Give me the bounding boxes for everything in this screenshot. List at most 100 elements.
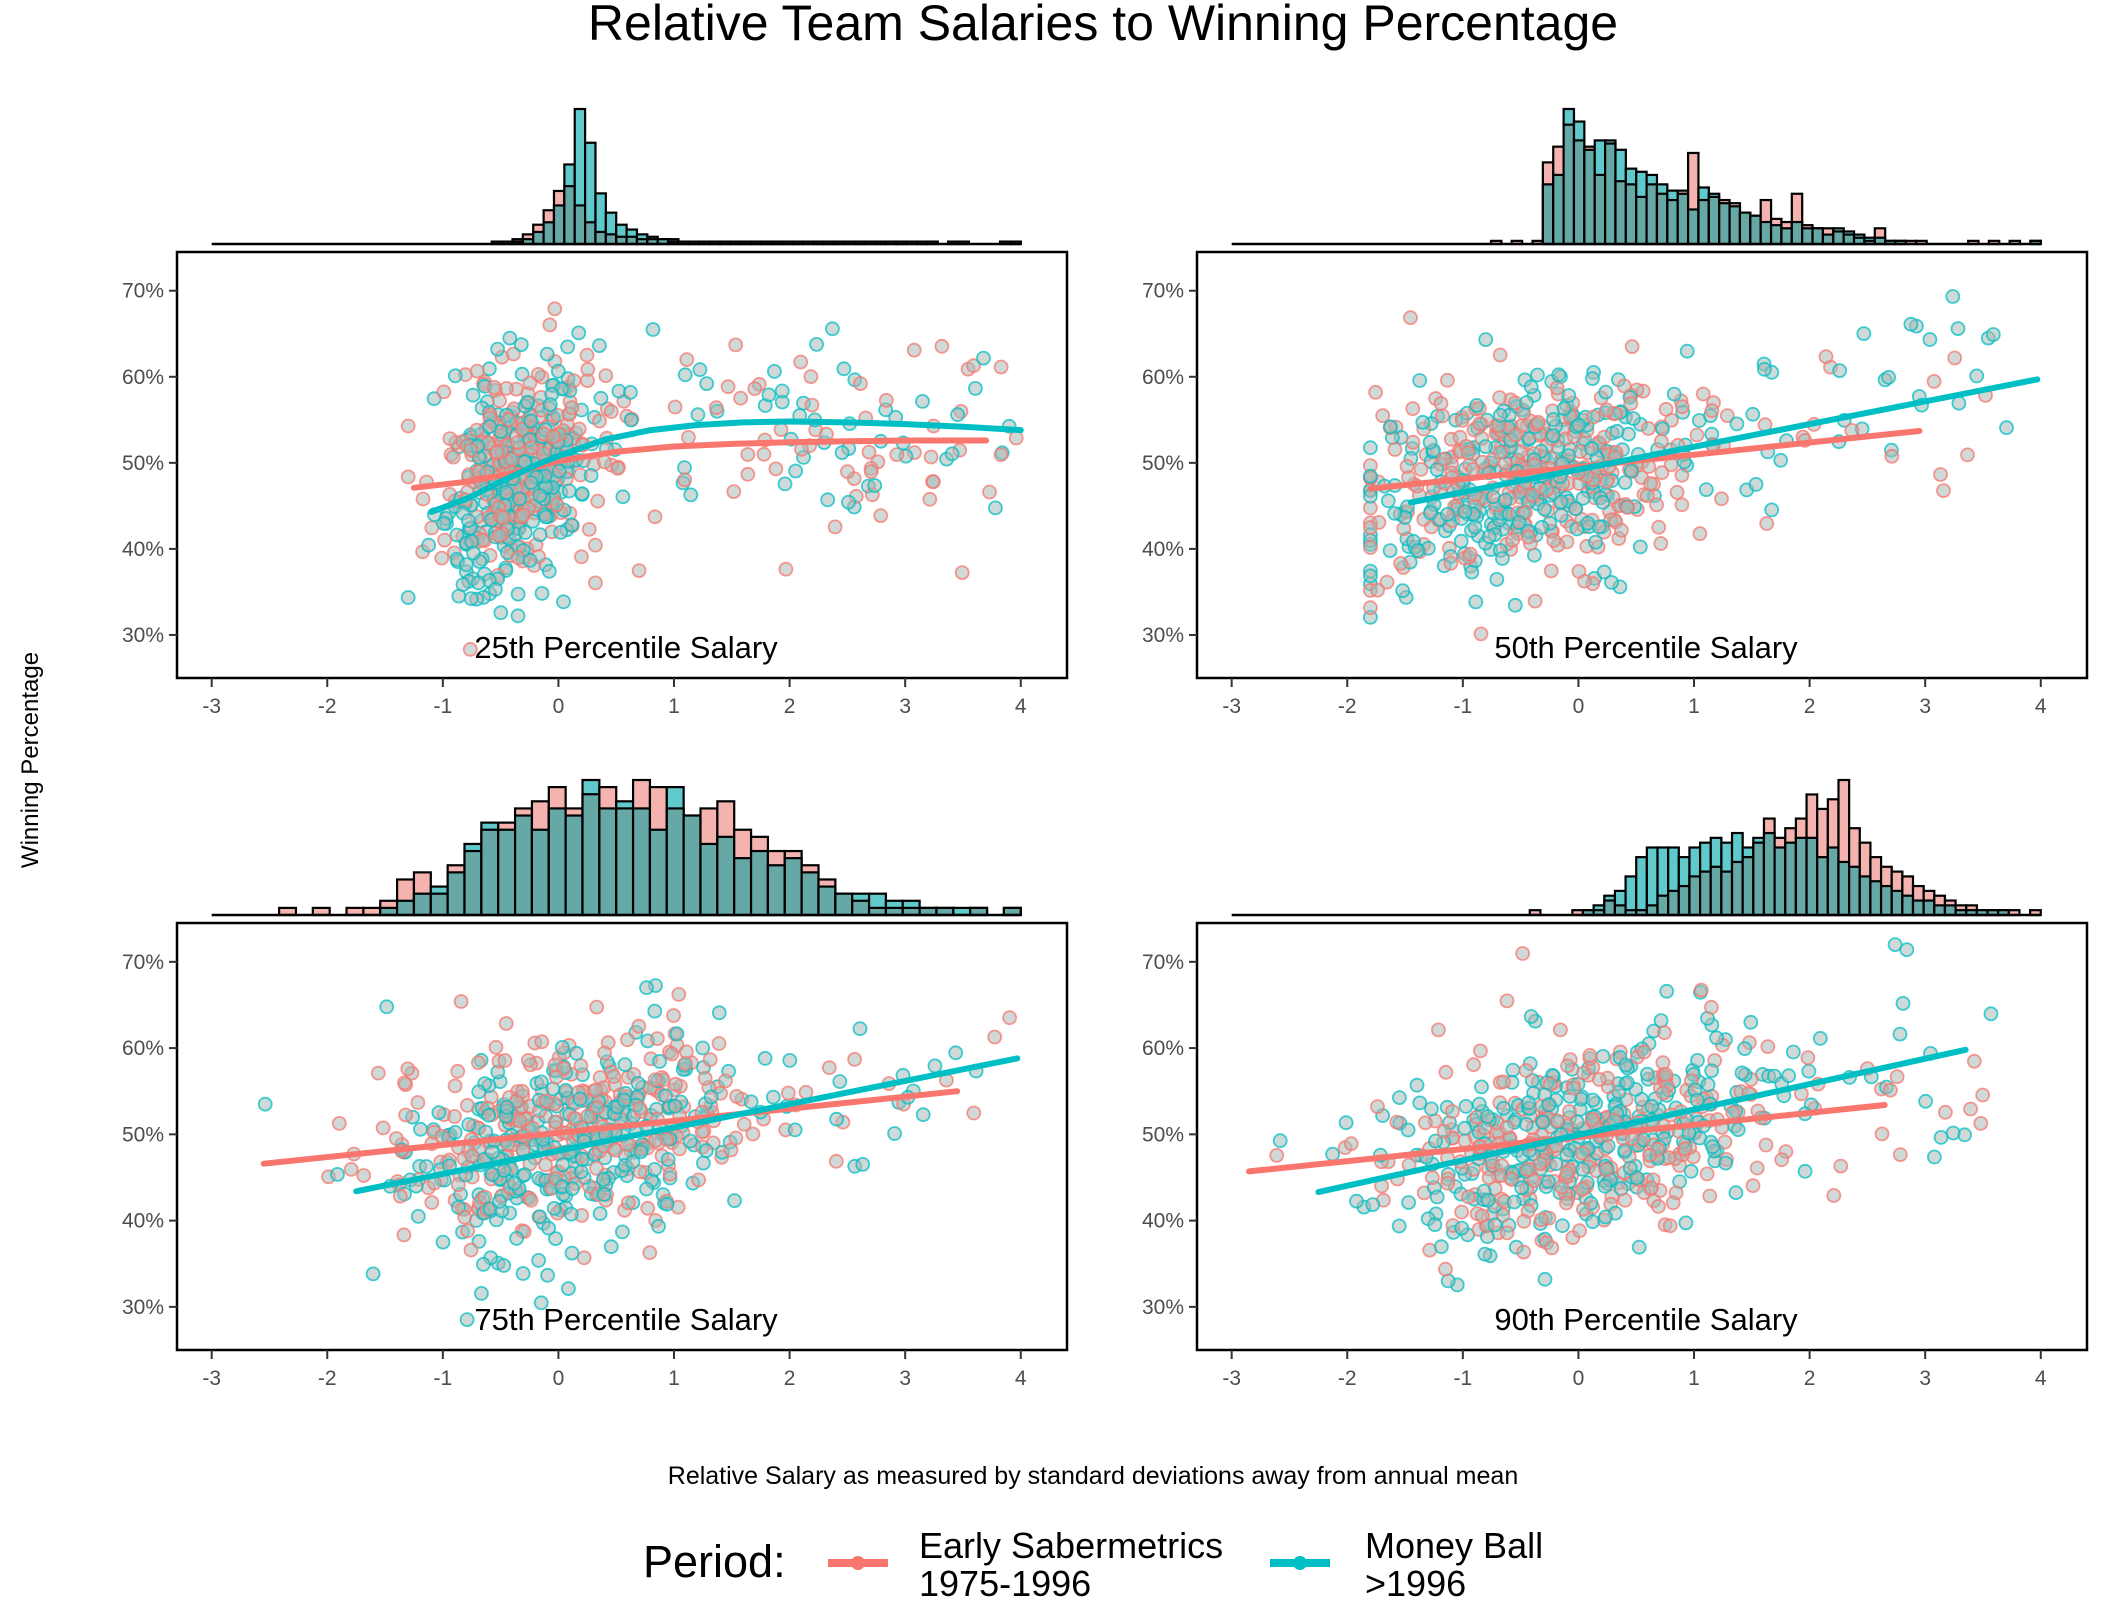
scatter-point <box>1521 529 1536 545</box>
panel-border <box>175 250 1069 680</box>
hist-bar-overlap <box>1801 227 1814 246</box>
scatter-point <box>809 336 824 352</box>
scatter-point <box>1574 1181 1590 1197</box>
scatter-point <box>632 1164 648 1180</box>
hist-bar-overlap <box>1879 884 1893 917</box>
scatter-point <box>1745 406 1761 422</box>
scatter-point <box>532 488 548 504</box>
scatter-point <box>603 404 619 419</box>
hist-bar-overlap <box>1769 224 1783 246</box>
scatter-point <box>1689 427 1705 443</box>
scatter-point <box>1387 442 1403 457</box>
scatter-point <box>1649 497 1664 513</box>
scatter-point <box>1757 361 1772 377</box>
scatter-point <box>596 1172 611 1187</box>
scatter-point <box>630 1076 646 1091</box>
scatter-point <box>1698 482 1714 498</box>
scatter-point <box>1662 1218 1678 1234</box>
chart-title: Relative Team Salaries to Winning Percen… <box>588 0 1618 51</box>
panel-3: 30% 40% 50% 60% 70% -3 -2 -1 0 1 2 3 4 75th Percentil… <box>122 778 1069 1390</box>
scatter-point <box>1548 1156 1564 1172</box>
hist-bar-overlap <box>1614 180 1627 246</box>
x-tick-label: -2 <box>1338 1367 1357 1390</box>
legend-label-moneyball-line2: >1996 <box>1365 1563 1466 1604</box>
scatter-point <box>470 575 486 591</box>
scatter-point <box>1535 1115 1551 1130</box>
y-tick-label: 50% <box>1142 1123 1184 1146</box>
scatter-point <box>778 561 794 577</box>
scatter-point <box>1544 1240 1560 1256</box>
hist-bar-overlap <box>1645 183 1659 246</box>
scatter-point <box>400 418 416 434</box>
scatter-point <box>463 442 479 458</box>
hist-bar-overlap <box>1730 860 1744 917</box>
scatter-point <box>788 463 803 479</box>
scatter-point <box>677 460 692 476</box>
smooth-line-moneyball <box>1315 1046 1969 1196</box>
hist-bar-overlap <box>1676 192 1690 246</box>
scatter-point <box>678 1056 693 1071</box>
y-tick-label: 30% <box>122 1296 164 1319</box>
scatter-point <box>647 1162 662 1177</box>
hist-bar-overlap <box>584 221 597 246</box>
scatter-point <box>1702 1188 1718 1204</box>
scatter-point <box>1480 1192 1496 1208</box>
scatter-point <box>1826 1188 1842 1203</box>
scatter-point <box>1785 1044 1801 1060</box>
scatter-point <box>497 1053 513 1068</box>
x-tick-label: 4 <box>1015 695 1027 718</box>
scatter-point <box>1699 1166 1715 1182</box>
legend-key-moneyball-point <box>1293 1556 1307 1570</box>
scatter-point <box>424 520 440 536</box>
scatter-point <box>1539 482 1555 498</box>
scatter-point <box>447 368 463 384</box>
scatter-point <box>1659 983 1675 999</box>
scatter-point <box>1478 332 1494 348</box>
scatter-point <box>509 1231 524 1246</box>
scatter-point <box>257 1096 273 1112</box>
x-tick-label: -1 <box>1454 1367 1473 1390</box>
scatter-point <box>487 379 502 395</box>
scatter-point <box>449 527 465 543</box>
scatter-point <box>538 1157 553 1173</box>
scatter-point <box>493 605 509 621</box>
hist-bar-overlap <box>1645 904 1659 917</box>
scatter-point <box>1549 380 1565 396</box>
scatter-point <box>596 1187 612 1202</box>
scatter-point <box>431 1105 447 1120</box>
scatter-point <box>435 1234 451 1250</box>
scatter-point <box>993 447 1009 463</box>
scatter-point <box>400 1061 416 1077</box>
scatter-point <box>1395 583 1411 599</box>
scatter-point <box>396 1227 412 1243</box>
scatter-point <box>553 525 569 540</box>
scatter-point <box>968 380 983 396</box>
scatter-point <box>723 1142 739 1158</box>
panel-border <box>1195 250 2089 680</box>
scatter-point <box>1674 399 1690 415</box>
y-tick-label: 70% <box>122 951 164 974</box>
scatter-point <box>1438 1064 1454 1080</box>
hist-bar-overlap <box>1709 865 1723 917</box>
legend-label-early-line1: Early Sabermetrics <box>919 1525 1223 1566</box>
scatter-point <box>469 422 485 438</box>
legend: Period: Early Sabermetrics 1975-1996 Mon… <box>643 1525 1543 1604</box>
scatter-point <box>501 412 516 428</box>
scatter-point <box>829 1111 844 1127</box>
scatter-point <box>1574 1145 1590 1161</box>
scatter-point <box>934 338 950 354</box>
scatter-point <box>546 1201 562 1216</box>
scatter-point <box>542 317 558 333</box>
scatter-point <box>460 1223 476 1239</box>
scatter-point <box>1427 1217 1443 1233</box>
scatter-point <box>1523 1009 1539 1024</box>
scatter-point <box>667 1098 683 1114</box>
scatter-point <box>1443 555 1459 571</box>
scatter-point <box>589 1161 604 1176</box>
panel-4: 30% 40% 50% 60% 70% -3 -2 -1 0 1 2 3 4 90th Percentil… <box>1142 778 2089 1390</box>
scatter-point <box>740 466 756 482</box>
scatter-point <box>462 642 478 657</box>
scatter-point <box>1454 1204 1469 1220</box>
hist-bar-overlap <box>699 842 719 917</box>
scatter-point <box>531 1253 546 1268</box>
